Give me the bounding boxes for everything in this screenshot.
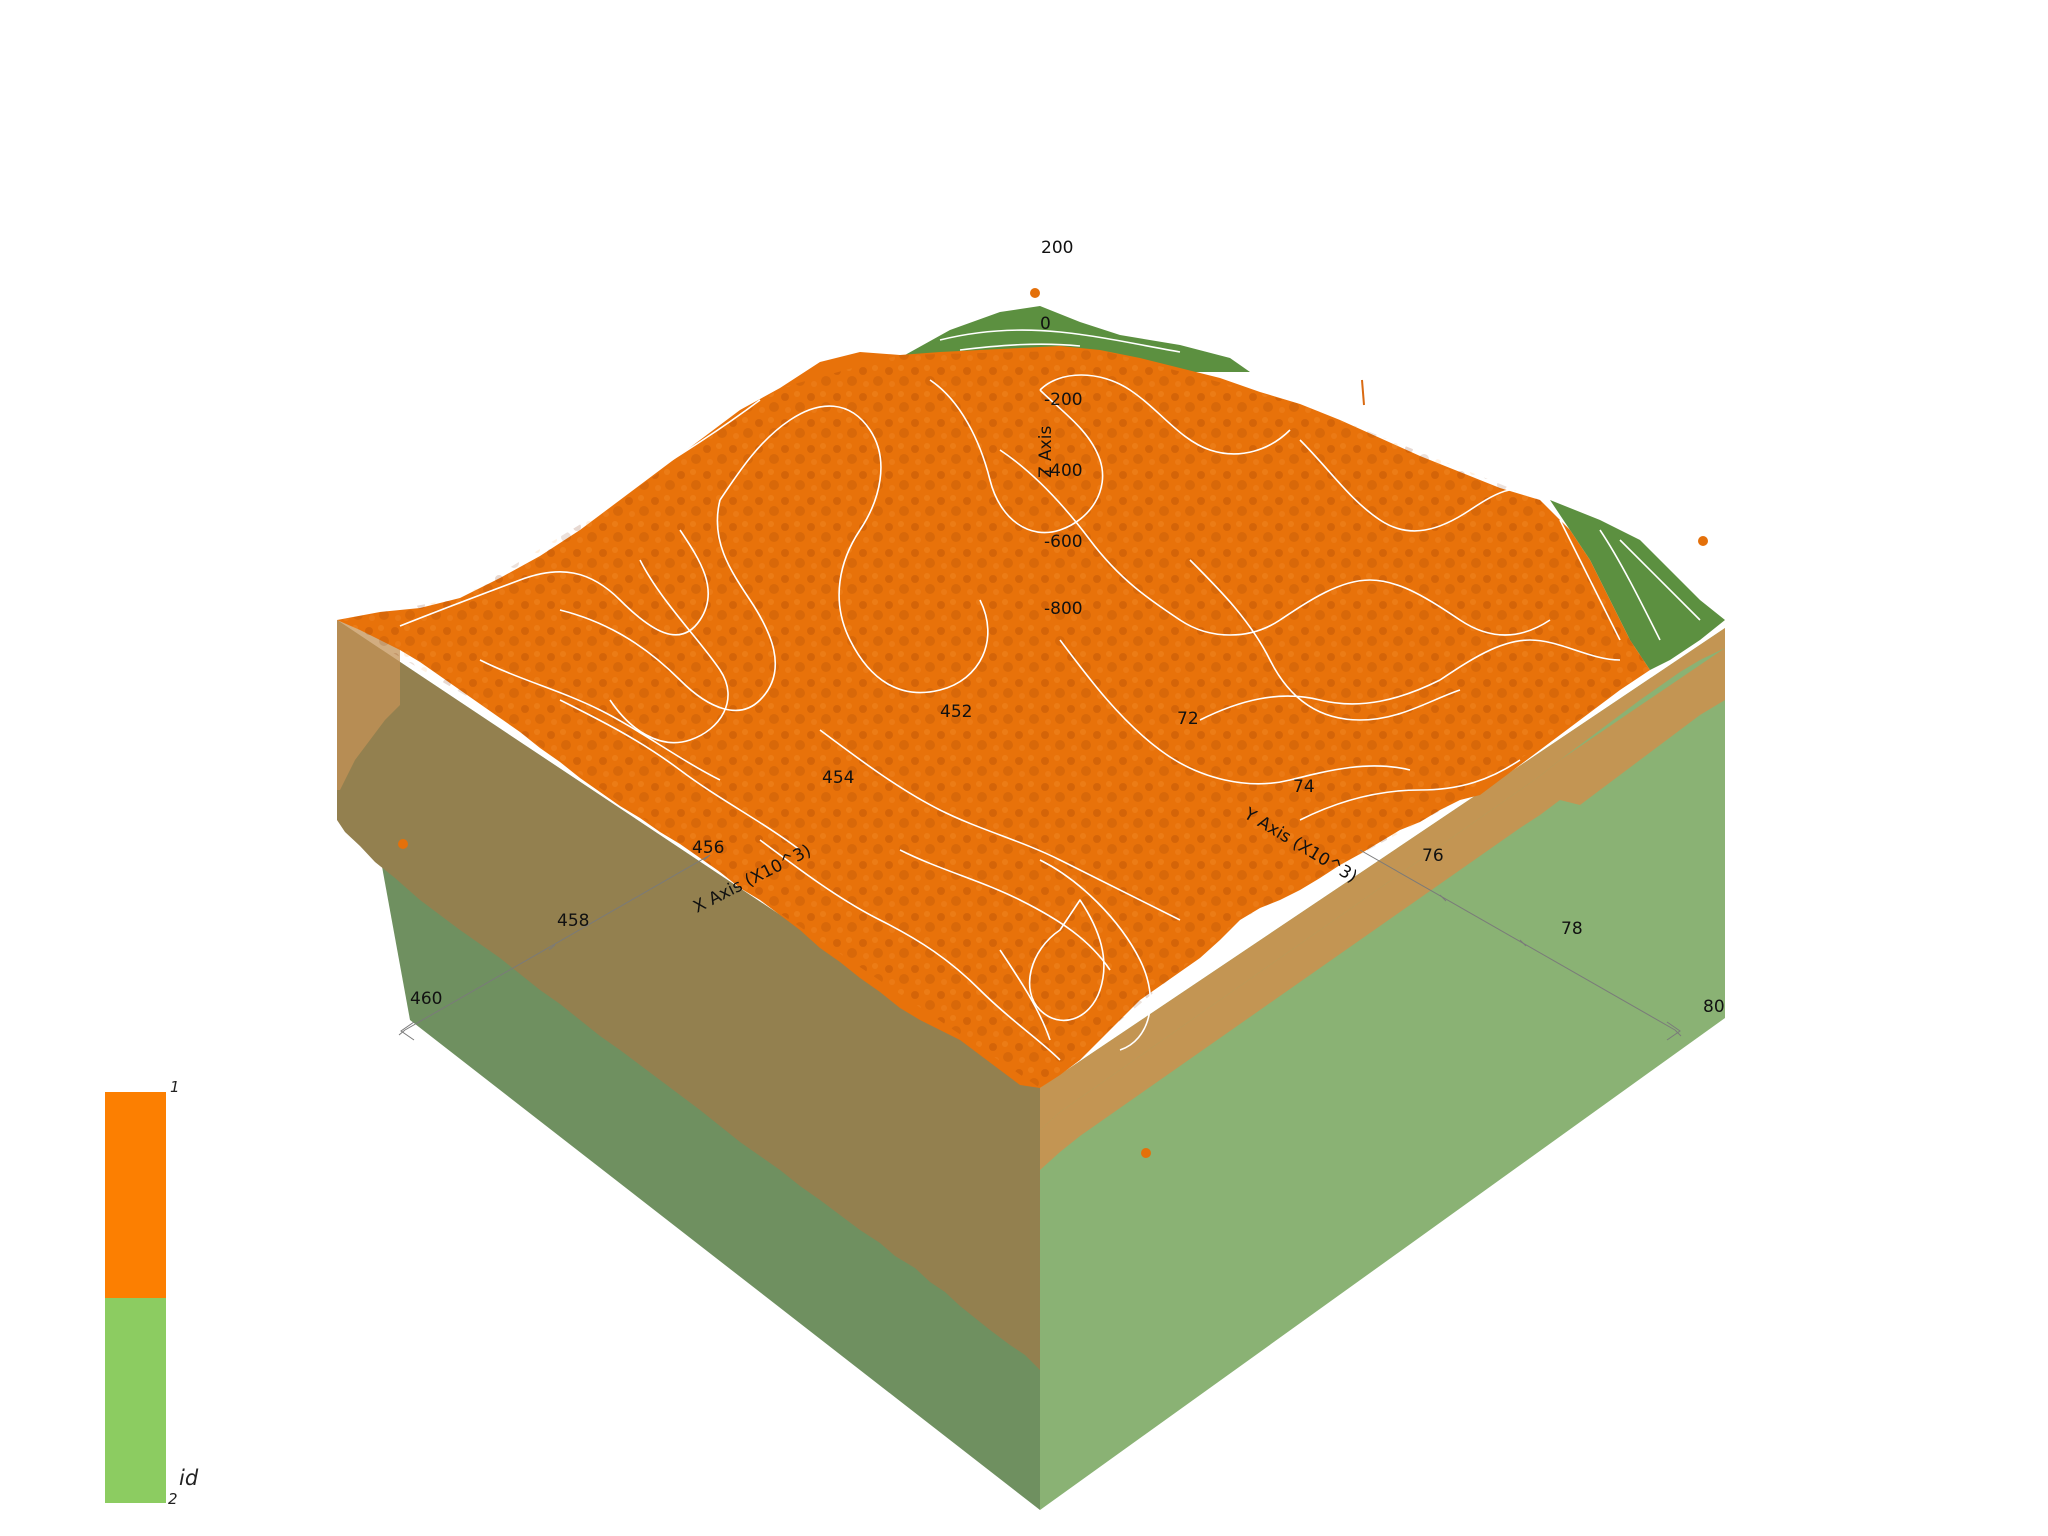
contour-lines — [359, 329, 1701, 1061]
y-axis-tick — [1519, 939, 1527, 947]
right-face-unit-1 — [1040, 628, 1725, 1130]
scalar-bar-legend: 1 2 id — [105, 1078, 199, 1508]
x-axis-tick-label: 454 — [822, 768, 854, 788]
left-face-top-band — [337, 620, 400, 790]
surface-point-marker[interactable] — [1141, 1148, 1151, 1158]
legend-color-unit-2 — [105, 1298, 166, 1503]
z-axis-tick-label: -800 — [1044, 599, 1083, 619]
right-face-unit-2 — [1040, 628, 1725, 1510]
x-axis-tick-label: 460 — [410, 989, 442, 1009]
x-axis-tick — [548, 944, 556, 951]
x-axis-tick-label: 452 — [940, 702, 972, 722]
right-face-top-band — [1560, 648, 1725, 805]
surface-point-marker[interactable] — [1698, 536, 1708, 546]
y-axis-tick — [1674, 1029, 1682, 1037]
right-face-unit-1-lower — [1040, 760, 1560, 1170]
z-axis-tick-label: 0 — [1040, 314, 1051, 334]
z-axis-title: Z Axis — [1036, 426, 1056, 478]
x-axis-tick — [703, 854, 711, 861]
x-axis-corner-caret — [400, 1021, 415, 1041]
surface-unit-2-right — [1550, 500, 1725, 670]
y-axis-corner-caret — [1666, 1021, 1681, 1041]
surface-texture — [337, 350, 1650, 1088]
legend-title: id — [179, 1466, 199, 1490]
block-model — [337, 620, 1725, 1510]
x-axis-tick — [398, 1029, 406, 1036]
y-axis-tick-label: 72 — [1177, 709, 1199, 729]
y-axis-tick-label: 80 — [1703, 997, 1725, 1017]
x-axis-tick-label: 458 — [557, 911, 589, 931]
y-axis-line — [1359, 849, 1676, 1031]
z-axis: 200 0 -200 -400 -600 -800 Z Axis — [1036, 238, 1083, 619]
z-axis-tick-label: -200 — [1044, 390, 1083, 410]
y-axis-tick-label: 78 — [1561, 919, 1583, 939]
surface-point-marker[interactable] — [1030, 288, 1040, 298]
topography-surface — [337, 306, 1725, 1088]
legend-color-unit-1 — [105, 1092, 166, 1298]
orientation-marker — [1361, 379, 1365, 406]
surface-point-marker[interactable] — [398, 839, 408, 849]
legend-min-label: 2 — [168, 1490, 178, 1508]
surface-points — [398, 288, 1708, 1158]
y-axis-tick — [1439, 894, 1447, 902]
y-axis-tick-label: 76 — [1422, 846, 1444, 866]
x-axis-tick-label: 456 — [692, 838, 724, 858]
x-axis-line — [404, 854, 711, 1031]
legend-max-label: 1 — [170, 1078, 180, 1096]
axes-lines — [398, 849, 1682, 1041]
z-axis-tick-label: 200 — [1041, 238, 1073, 258]
z-axis-tick-label: -400 — [1044, 461, 1083, 481]
y-axis-tick-label: 74 — [1293, 777, 1315, 797]
z-axis-tick-label: -600 — [1044, 532, 1083, 552]
left-face-unit-1 — [337, 620, 1040, 1370]
